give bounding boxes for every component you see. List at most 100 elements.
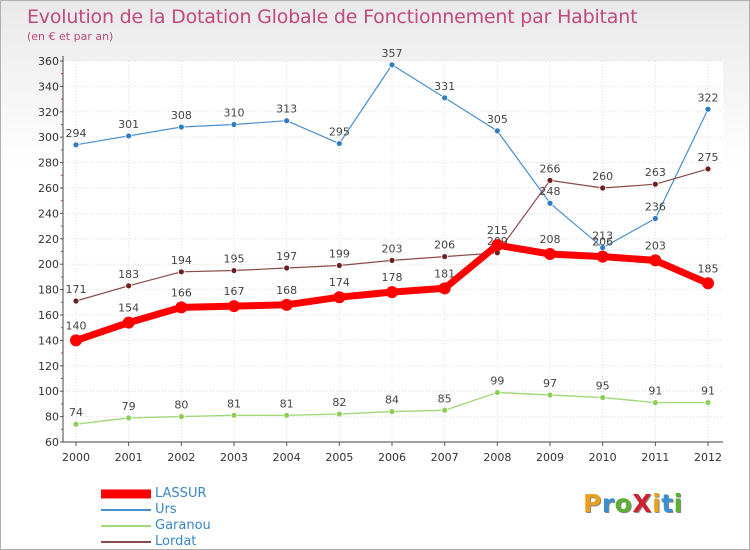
data-point [335,140,343,147]
data-point [333,291,346,304]
data-label: 215 [487,224,508,237]
y-tick-label: 120 [38,360,59,373]
legend-label: Urs [155,502,177,517]
data-label: 81 [227,397,241,410]
x-tick-label: 2012 [694,451,722,464]
data-label: 194 [171,254,192,267]
y-tick-label: 100 [38,385,59,398]
data-label: 99 [490,374,504,387]
data-label: 275 [698,151,719,164]
data-point [493,127,501,135]
data-label: 80 [174,399,188,412]
chart-title: Evolution de la Dotation Globale de Fonc… [27,6,638,28]
y-tick-label: 320 [38,106,59,119]
data-point [651,399,659,407]
data-point [704,399,712,407]
y-tick-label: 60 [45,436,59,449]
data-label: 95 [596,380,610,393]
logo-letter: i [652,489,662,518]
chart-subtitle: (en € et par an) [27,30,114,43]
legend-swatch [101,509,151,511]
data-label: 97 [543,377,557,390]
data-label: 91 [701,385,715,398]
x-tick-label: 2001 [115,451,143,464]
logo-letter: X [632,489,653,518]
data-label: 166 [171,286,192,299]
data-point [596,250,609,263]
data-label: 248 [540,185,561,198]
data-label: 208 [540,233,561,246]
data-point [175,301,188,314]
data-point [335,262,343,269]
logo-letter: P [583,489,602,518]
legend-swatch [101,541,151,543]
data-label: 308 [171,109,192,122]
data-label: 199 [329,247,350,260]
data-label: 81 [280,397,294,410]
data-label: 236 [645,200,666,213]
series-garanou: 74 79 80 81 81 82 84 85 99 97 95 91 91 [69,374,715,428]
data-label: 313 [276,103,297,116]
logo-letter: o [614,489,633,518]
data-label: 178 [382,271,403,284]
data-point [438,282,451,295]
data-point [599,394,607,401]
data-point [493,389,501,396]
logo-letter: r [601,489,615,518]
data-point [546,199,554,207]
y-tick-label: 300 [38,131,59,144]
data-point [544,248,556,261]
series-urs: 294 301 308 310 313 295 357 331 305 248 213 236 322 [66,47,719,252]
data-point [546,391,554,399]
data-point [386,286,398,299]
data-label: 206 [592,236,613,249]
data-point [230,411,238,419]
data-label: 295 [329,126,350,139]
data-label: 260 [592,170,613,183]
data-point [441,253,449,260]
y-tick-label: 160 [38,309,59,322]
legend-label: Garanou [155,518,211,533]
data-point [649,254,662,267]
data-label: 301 [118,118,139,131]
x-tick-label: 2005 [325,451,353,464]
data-point [228,300,240,313]
data-label: 181 [434,267,455,280]
data-point [70,334,82,347]
x-tick-label: 2007 [431,451,459,464]
legend-swatch [101,525,151,527]
logo-letter: i [673,489,683,518]
data-label: 74 [69,406,83,419]
data-point [702,277,714,290]
data-point [230,121,238,128]
data-label: 266 [540,162,561,175]
data-point [388,256,396,264]
x-tick-label: 2003 [220,451,248,464]
y-tick-label: 80 [45,411,59,424]
data-point [72,297,80,305]
x-tick-label: 2002 [167,451,195,464]
data-label: 91 [648,385,662,398]
x-tick-label: 2009 [536,451,564,464]
data-label: 174 [329,276,350,289]
data-label: 82 [332,396,346,409]
data-label: 85 [438,392,452,405]
data-point [177,123,185,131]
data-label: 213 [592,230,613,243]
data-point [125,132,133,140]
x-tick-label: 2000 [62,451,90,464]
y-tick-label: 360 [38,55,59,68]
y-tick-label: 200 [38,258,59,271]
data-point [283,264,291,272]
data-label: 140 [66,319,87,332]
data-label: 322 [698,91,719,104]
data-point [704,105,712,113]
data-point [651,180,659,188]
y-tick-label: 180 [38,284,59,297]
logo-letter: t [661,489,674,518]
data-label: 197 [276,250,297,263]
y-tick-label: 240 [38,207,59,220]
data-point [704,165,712,173]
